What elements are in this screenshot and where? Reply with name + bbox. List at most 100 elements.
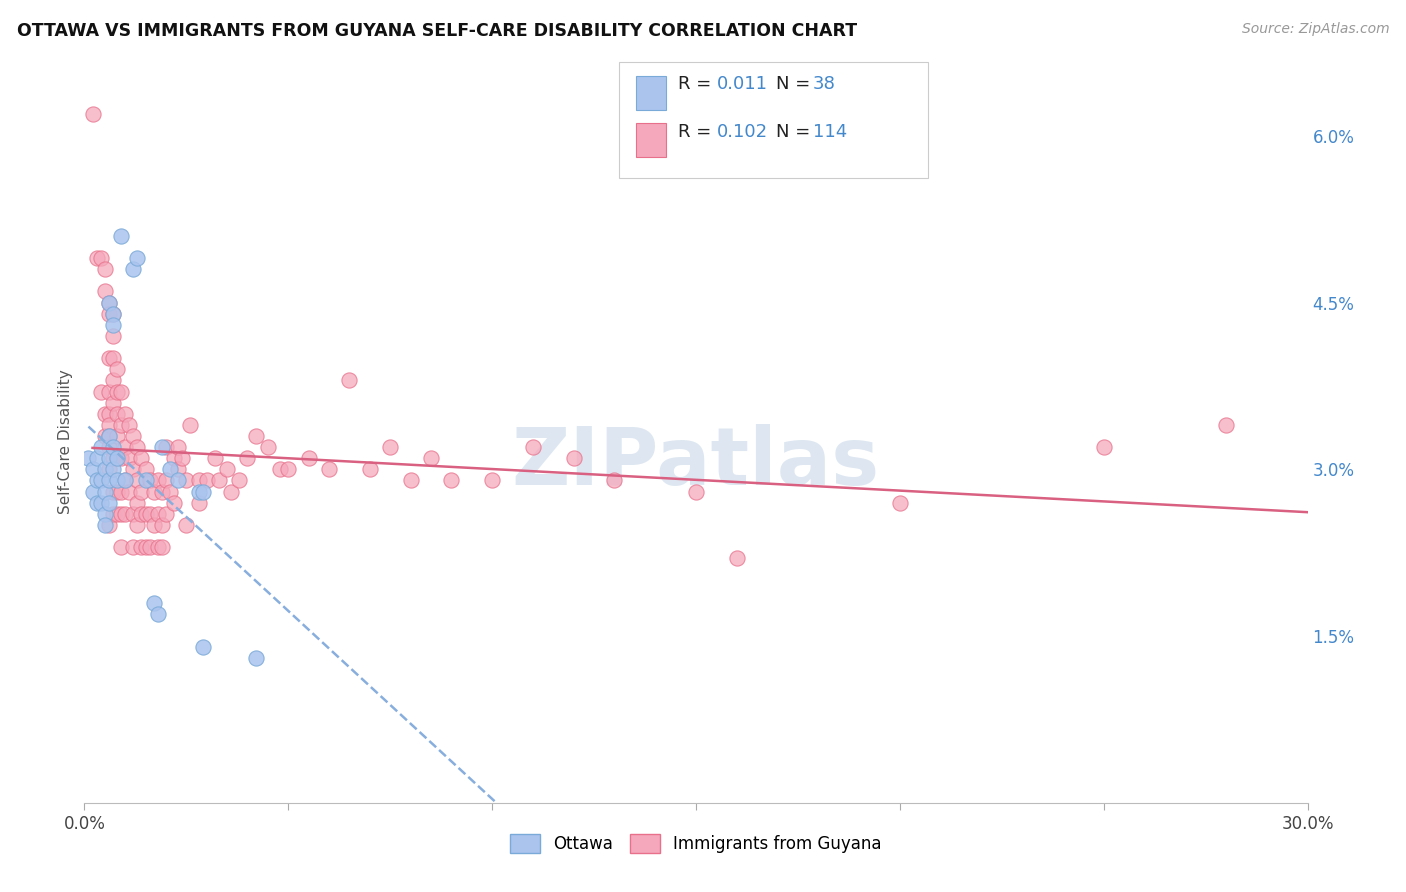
Point [93,262,115,277]
Point [97,417,120,432]
Legend: Ottawa, Immigrants from Guyana: Ottawa, Immigrants from Guyana [503,827,889,860]
Point [208,474,231,488]
Point [101,507,124,521]
Point [90,440,112,454]
Point [1092,440,1115,454]
Point [101,318,124,332]
Point [105,484,128,499]
Point [97,307,120,321]
Point [1215,417,1237,432]
Point [228,474,250,488]
Point [110,484,132,499]
Point [142,484,165,499]
Point [889,496,911,510]
Point [110,228,132,243]
Point [93,507,115,521]
Text: OTTAWA VS IMMIGRANTS FROM GUYANA SELF-CARE DISABILITY CORRELATION CHART: OTTAWA VS IMMIGRANTS FROM GUYANA SELF-CA… [17,22,858,40]
Point [105,474,128,488]
Point [122,262,145,277]
Point [191,640,214,655]
Point [187,474,209,488]
Point [420,451,443,466]
Point [90,251,112,265]
Point [146,540,169,554]
Point [114,474,136,488]
Point [135,462,157,476]
Point [150,540,173,554]
Point [122,507,145,521]
Point [97,451,120,466]
Point [142,596,165,610]
Point [135,540,157,554]
Point [82,484,104,499]
Point [105,362,128,376]
Point [97,440,120,454]
Point [399,474,422,488]
Point [277,462,299,476]
Point [172,451,194,466]
Text: N =: N = [776,122,815,141]
Point [167,474,190,488]
Point [298,451,321,466]
Point [101,451,124,466]
Point [114,407,136,421]
Point [191,484,214,499]
Point [110,540,132,554]
Point [127,440,149,454]
Point [93,484,115,499]
Text: 0.102: 0.102 [717,122,768,141]
Point [114,507,136,521]
Point [245,429,267,443]
Point [93,462,115,476]
Point [93,429,115,443]
Point [86,496,108,510]
Point [97,351,120,366]
Point [167,462,190,476]
Point [101,373,124,387]
Text: 0.011: 0.011 [717,75,768,94]
Point [204,451,226,466]
Point [118,484,141,499]
Point [131,507,153,521]
Point [97,429,120,443]
Point [522,440,544,454]
Point [82,462,104,476]
Point [318,462,340,476]
Point [101,395,124,409]
Point [101,307,124,321]
Point [217,462,239,476]
Point [685,484,707,499]
Point [93,517,115,532]
Text: 114: 114 [813,122,846,141]
Point [122,429,145,443]
Point [219,484,242,499]
Point [380,440,402,454]
Point [187,484,209,499]
Point [93,407,115,421]
Text: Source: ZipAtlas.com: Source: ZipAtlas.com [1241,22,1389,37]
Point [105,384,128,399]
Point [110,384,132,399]
Point [159,462,181,476]
Point [105,451,128,466]
Point [97,517,120,532]
Point [93,285,115,299]
Point [97,295,120,310]
Point [82,106,104,120]
Point [90,496,112,510]
Point [174,517,197,532]
Text: R =: R = [678,122,717,141]
Point [127,474,149,488]
Point [105,507,128,521]
Text: ZIPatlas: ZIPatlas [512,425,880,502]
Point [155,440,177,454]
Point [359,462,381,476]
Point [86,251,108,265]
Point [101,462,124,476]
Point [97,384,120,399]
Point [97,407,120,421]
Point [269,462,291,476]
Point [127,496,149,510]
Point [163,451,186,466]
Text: 38: 38 [813,75,835,94]
